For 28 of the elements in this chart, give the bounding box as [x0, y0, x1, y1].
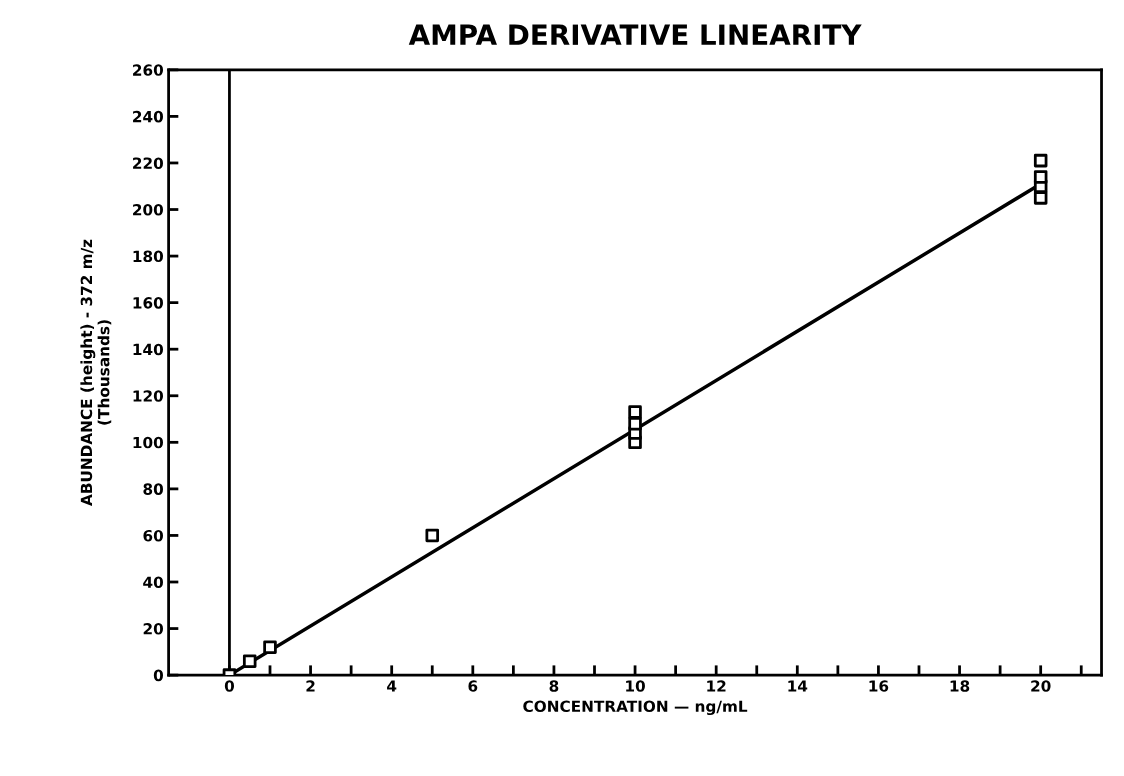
- y-tick-label: 100: [133, 436, 164, 449]
- y-tick-label: 160: [133, 297, 164, 309]
- x-tick-label: 16: [869, 680, 889, 692]
- x-axis-title: CONCENTRATION — ng/mL: [523, 700, 748, 716]
- x-tick-label: 20: [1031, 680, 1051, 692]
- x-tick-label: 4: [387, 680, 397, 692]
- x-tick-label: 6: [468, 680, 478, 692]
- x-tick-label: 18: [950, 680, 970, 692]
- x-tick-label: 14: [788, 680, 808, 692]
- x-tick-label: 10: [626, 680, 645, 692]
- y-tick-label: 120: [133, 390, 164, 402]
- x-tick-label: 0: [224, 680, 235, 692]
- chart-title: AMPA DERIVATIVE LINEARITY: [408, 24, 862, 45]
- x-tick-label: 8: [549, 680, 559, 692]
- y-axis-title: ABUNDANCE (height) - 372 m/z (Thousands): [80, 239, 112, 506]
- y-tick-label: 260: [133, 64, 164, 76]
- x-tick-label: 2: [306, 680, 315, 692]
- x-tick-label: 12: [707, 680, 726, 692]
- y-tick-label: 200: [133, 203, 164, 216]
- y-tick-label: 60: [143, 529, 164, 542]
- y-tick-label: 0: [153, 669, 164, 682]
- y-tick-label: 140: [133, 343, 164, 356]
- y-tick-label: 20: [143, 623, 164, 635]
- y-tick-label: 80: [143, 483, 164, 495]
- y-tick-label: 220: [133, 157, 164, 169]
- y-tick-label: 180: [133, 250, 164, 263]
- y-tick-label: 240: [133, 110, 164, 123]
- y-tick-label: 40: [143, 576, 164, 589]
